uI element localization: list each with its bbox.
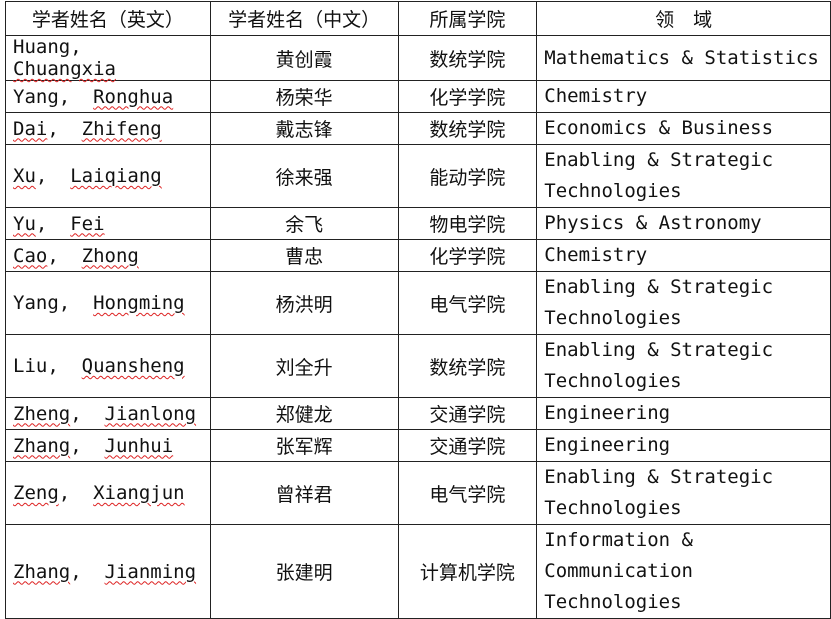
surname: Yu xyxy=(13,212,36,235)
table-row: Zhang, Junhui 张军辉 交通学院 Engineering xyxy=(5,429,831,462)
surname: Huang xyxy=(13,36,71,58)
surname: Zheng xyxy=(13,402,71,425)
name-en: Yang, Hongming xyxy=(5,271,211,335)
name-zh: 余飞 xyxy=(209,207,399,240)
scholar-table: 学者姓名（英文） 学者姓名（中文） 所属学院 领 域 Huang, Chuang… xyxy=(5,1,831,619)
school: 化学学院 xyxy=(397,239,538,272)
name-zh: 杨荣华 xyxy=(209,80,399,113)
surname: Dai xyxy=(13,117,48,140)
field: Enabling & Strategic Technologies xyxy=(536,461,831,525)
school: 物电学院 xyxy=(397,207,538,240)
given-name: Xiangjun xyxy=(93,482,185,504)
field: Chemistry xyxy=(536,239,831,272)
table-row: Yu, Fei 余飞 物电学院 Physics & Astronomy xyxy=(5,207,831,240)
surname: Yang xyxy=(13,85,59,108)
surname: Liu xyxy=(13,355,48,377)
school: 数统学院 xyxy=(397,334,538,398)
table-row: Dai, Zhifeng 戴志锋 数统学院 Economics & Business xyxy=(5,112,831,145)
header-row: 学者姓名（英文） 学者姓名（中文） 所属学院 领 域 xyxy=(5,1,831,36)
surname: Cao xyxy=(13,244,48,267)
surname: Zhang xyxy=(13,434,71,457)
field: Enabling & Strategic Technologies xyxy=(536,144,831,208)
school: 化学学院 xyxy=(397,80,538,113)
name-en: Huang, Chuangxia xyxy=(5,35,211,81)
school: 数统学院 xyxy=(397,35,538,81)
table-row: Zeng, Xiangjun 曾祥君 电气学院 Enabling & Strategi… xyxy=(5,461,831,525)
field: Economics & Business xyxy=(536,112,831,145)
table-row: Zhang, Jianming 张建明 计算机学院 Information & Com… xyxy=(5,524,831,619)
given-name: Ronghua xyxy=(93,85,174,108)
name-zh: 张军辉 xyxy=(209,429,399,462)
name-zh: 曾祥君 xyxy=(209,461,399,525)
surname: Zeng xyxy=(13,482,59,504)
name-zh: 徐来强 xyxy=(209,144,399,208)
school: 能动学院 xyxy=(397,144,538,208)
name-zh: 曹忠 xyxy=(209,239,399,272)
field: Engineering xyxy=(536,397,831,430)
header-name-zh: 学者姓名（中文） xyxy=(209,1,399,36)
name-en: Zhang, Junhui xyxy=(5,429,211,462)
table-row: Yang, Ronghua 杨荣华 化学学院 Chemistry xyxy=(5,80,831,113)
table-row: Zheng, Jianlong 郑健龙 交通学院 Engineering xyxy=(5,397,831,430)
given-name: Jianming xyxy=(104,560,197,583)
given-name: Fei xyxy=(70,212,105,235)
table-row: Yang, Hongming 杨洪明 电气学院 Enabling & Strategi… xyxy=(5,271,831,335)
name-zh: 戴志锋 xyxy=(209,112,399,145)
school: 电气学院 xyxy=(397,271,538,335)
given-name: Hongming xyxy=(93,292,185,314)
field: Physics & Astronomy xyxy=(536,207,831,240)
school: 交通学院 xyxy=(397,429,538,462)
surname: Yang xyxy=(13,292,59,314)
given-name: Junhui xyxy=(104,434,174,457)
name-en: Liu, Quansheng xyxy=(5,334,211,398)
name-zh: 张建明 xyxy=(209,524,399,619)
name-en: Zeng, Xiangjun xyxy=(5,461,211,525)
field: Mathematics & Statistics xyxy=(536,35,831,81)
name-en: Dai, Zhifeng xyxy=(5,112,211,145)
name-en: Zheng, Jianlong xyxy=(5,397,211,430)
given-name: Quansheng xyxy=(81,355,185,377)
name-zh: 刘全升 xyxy=(209,334,399,398)
given-name: Zhifeng xyxy=(81,117,162,140)
school: 电气学院 xyxy=(397,461,538,525)
field: Chemistry xyxy=(536,80,831,113)
surname: Xu xyxy=(13,165,36,187)
name-en: Zhang, Jianming xyxy=(5,524,211,619)
given-name: Chuangxia xyxy=(13,58,116,80)
given-name: Zhong xyxy=(81,244,139,267)
name-zh: 黄创霞 xyxy=(209,35,399,81)
name-en: Cao, Zhong xyxy=(5,239,211,272)
field: Engineering xyxy=(536,429,831,462)
table-row: Huang, Chuangxia 黄创霞 数统学院 Mathematics & Sta… xyxy=(5,35,831,81)
name-zh: 杨洪明 xyxy=(209,271,399,335)
given-name: Jianlong xyxy=(104,402,197,425)
table-row: Xu, Laiqiang 徐来强 能动学院 Enabling & Strategic … xyxy=(5,144,831,208)
school: 交通学院 xyxy=(397,397,538,430)
field: Enabling & Strategic Technologies xyxy=(536,334,831,398)
school: 计算机学院 xyxy=(397,524,538,619)
field: Information & Communication Technologies xyxy=(536,524,831,619)
table-row: Cao, Zhong 曹忠 化学学院 Chemistry xyxy=(5,239,831,272)
school: 数统学院 xyxy=(397,112,538,145)
name-en: Yu, Fei xyxy=(5,207,211,240)
name-en: Xu, Laiqiang xyxy=(5,144,211,208)
surname: Zhang xyxy=(13,560,71,583)
header-field: 领 域 xyxy=(536,1,831,36)
name-en: Yang, Ronghua xyxy=(5,80,211,113)
header-school: 所属学院 xyxy=(397,1,538,36)
table-row: Liu, Quansheng 刘全升 数统学院 Enabling & Strategi… xyxy=(5,334,831,398)
field: Enabling & Strategic Technologies xyxy=(536,271,831,335)
header-name-en: 学者姓名（英文） xyxy=(5,1,211,36)
name-zh: 郑健龙 xyxy=(209,397,399,430)
given-name: Laiqiang xyxy=(70,165,162,187)
